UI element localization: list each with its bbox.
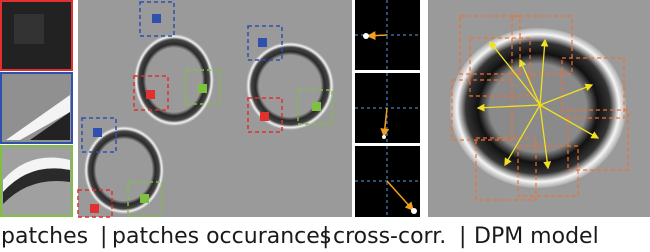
figure: patches | patches occurances | cross-cor… bbox=[0, 0, 650, 252]
peak bbox=[411, 208, 417, 214]
peak bbox=[382, 135, 386, 139]
patch-texture bbox=[14, 14, 44, 44]
marker-red bbox=[146, 90, 155, 99]
cell bbox=[246, 42, 334, 130]
caption: patches bbox=[1, 224, 88, 249]
marker-red bbox=[90, 204, 99, 213]
separator: | bbox=[459, 224, 466, 249]
occurrence-panel bbox=[78, 0, 352, 217]
cell bbox=[134, 34, 214, 126]
caption: DPM model bbox=[474, 224, 599, 249]
marker-blue bbox=[152, 14, 161, 23]
peak bbox=[363, 33, 369, 39]
separator: | bbox=[100, 224, 107, 249]
marker-blue bbox=[258, 38, 267, 47]
cross-corr-panel bbox=[355, 0, 420, 217]
patches-panel bbox=[1, 1, 72, 216]
caption: patches occurances bbox=[112, 224, 331, 249]
separator: | bbox=[322, 224, 329, 249]
cell bbox=[84, 126, 164, 214]
marker-green bbox=[198, 84, 207, 93]
dpm-panel bbox=[428, 0, 650, 217]
caption: cross-corr. bbox=[333, 224, 446, 249]
marker-blue bbox=[93, 128, 102, 137]
marker-red bbox=[260, 112, 269, 121]
offset-arrow bbox=[368, 35, 387, 36]
marker-green bbox=[312, 102, 321, 111]
marker-green bbox=[140, 194, 149, 203]
